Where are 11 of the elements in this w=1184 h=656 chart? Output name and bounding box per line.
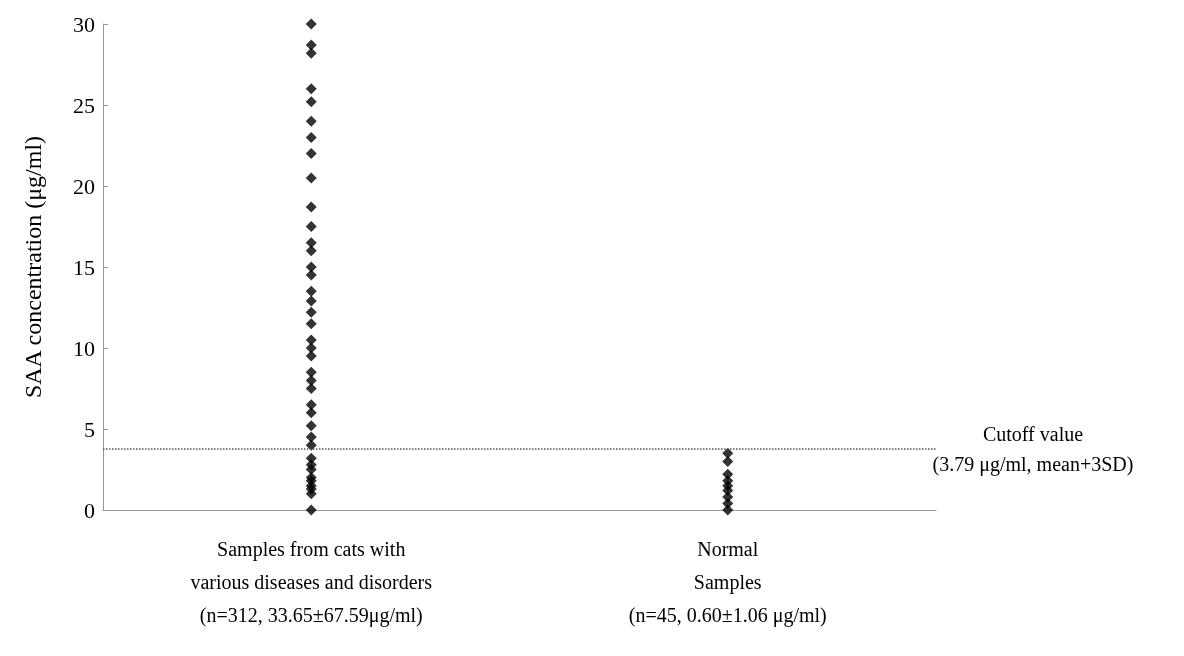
x-tick-label: Samples from cats with various diseases and disorders (n=312, 33.65±67.59μg/ml): [190, 537, 433, 627]
y-tick-label: 20: [73, 173, 95, 199]
ref-line-label: Cutoff value (3.79 μg/ml, mean+3SD): [932, 422, 1134, 476]
y-tick-label: 0: [84, 497, 95, 523]
y-tick-label: 10: [73, 335, 95, 361]
y-axis-title: SAA concentration (μg/ml): [20, 135, 46, 399]
y-tick-label: 25: [73, 92, 95, 118]
y-tick-label: 5: [84, 416, 95, 442]
y-tick-label: 30: [73, 11, 95, 37]
y-tick-label: 15: [73, 254, 95, 280]
x-tick-label: Normal Samples (n=45, 0.60±1.06 μg/ml): [628, 537, 827, 627]
